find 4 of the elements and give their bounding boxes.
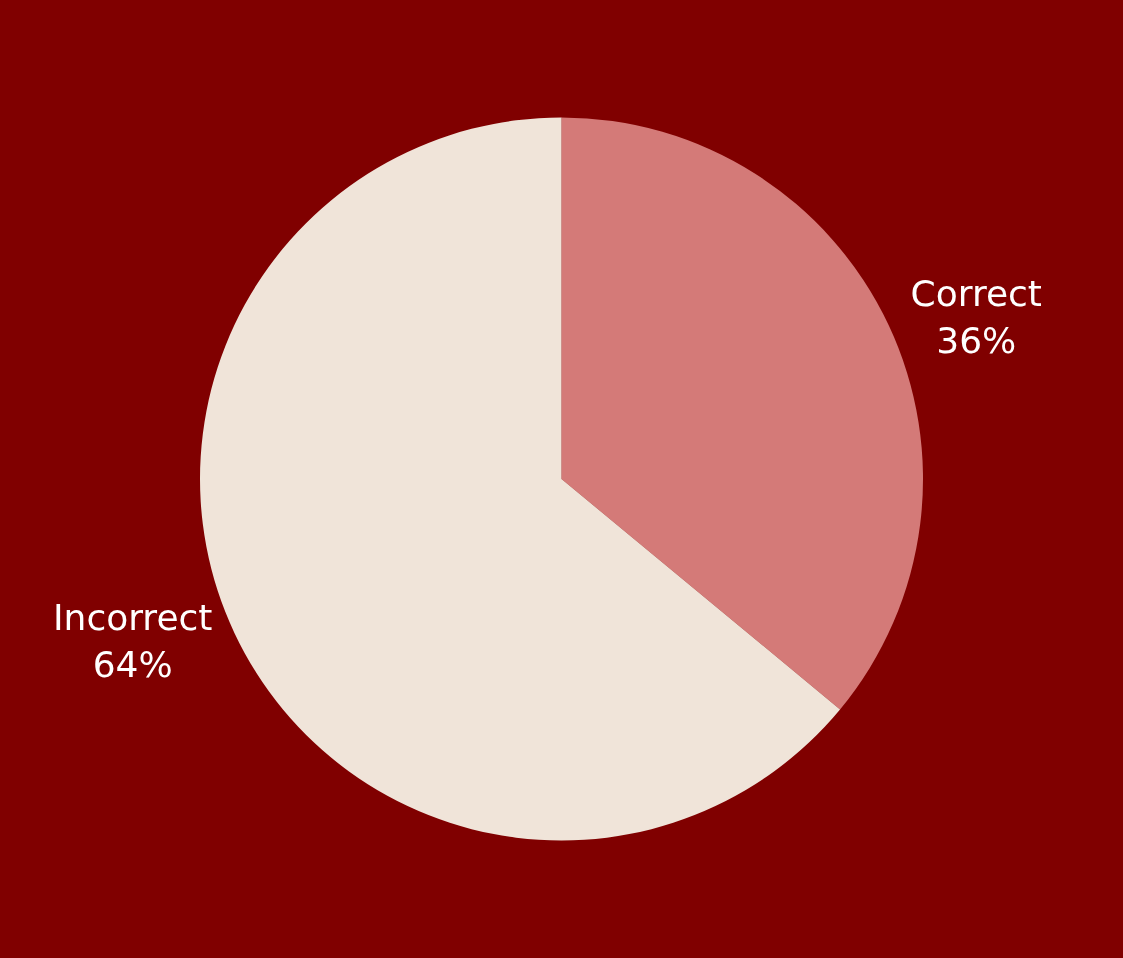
data-label: 64% [92,643,173,685]
slice-label: Incorrect [52,596,213,638]
data-label: 36% [936,320,1017,362]
slice-label: Correct [910,273,1042,315]
